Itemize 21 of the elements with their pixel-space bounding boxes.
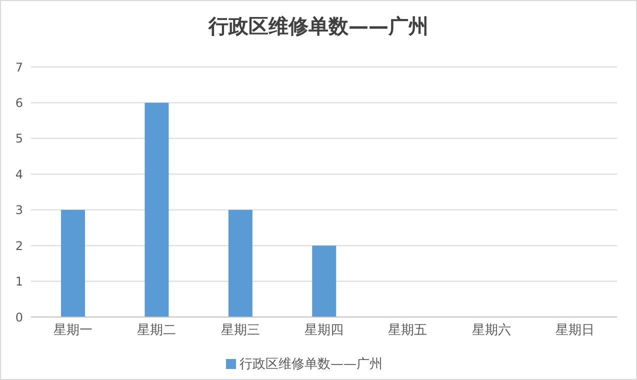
y-tick-label: 5	[15, 132, 23, 146]
x-tick-label: 星期四	[304, 323, 344, 338]
x-tick-label: 星期二	[137, 323, 176, 338]
x-tick-label: 星期五	[388, 323, 428, 338]
y-tick-label: 1	[15, 274, 23, 289]
y-tick-label: 3	[15, 203, 23, 218]
bar	[61, 210, 85, 317]
legend-label: 行政区维修单数——广州	[240, 357, 382, 372]
y-tick-label: 0	[15, 310, 23, 324]
x-tick-label: 星期三	[220, 323, 260, 338]
bar	[144, 102, 169, 317]
bar	[312, 246, 336, 317]
x-tick-label: 星期一	[53, 323, 92, 338]
y-tick-label: 4	[15, 167, 23, 182]
bar	[228, 210, 252, 317]
y-tick-label: 6	[15, 96, 23, 110]
y-tick-label: 2	[15, 238, 23, 253]
y-tick-label: 7	[15, 60, 23, 74]
x-tick-label: 星期六	[472, 323, 511, 338]
x-tick-label: 星期日	[556, 323, 595, 338]
chart-title: 行政区维修单数——广州	[207, 12, 430, 40]
